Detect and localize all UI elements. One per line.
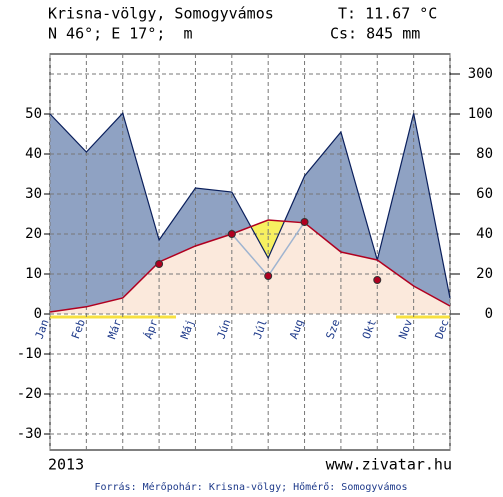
x-tick-label: Okt [360,318,379,341]
x-tick-label: Már [105,317,124,340]
y-tick-label: 20 [25,226,42,242]
y-tick-label: 40 [25,146,42,162]
annual-precipitation: Cs: 845 mm [330,25,420,43]
y-tick-label: -20 [17,386,42,402]
x-tick-label: Máj [178,318,197,341]
x-tick-label: Aug [287,318,306,341]
y-tick-label: 30 [25,186,42,202]
minimum-dot [373,276,382,284]
y2-tick-label: 20 [476,266,493,282]
mean-temperature: T: 11.67 °C [338,5,437,23]
x-tick-label: Sze [324,318,343,341]
series-line [49,112,451,299]
y2-tick-label: 60 [476,186,493,202]
x-tick-label: Feb [69,318,88,341]
minimum-dot [300,218,309,226]
humid-temperature-area [50,220,450,314]
chart-title: Krisna-völgy, Somogyvámos [48,5,274,23]
y2-tick-label: 0 [485,306,493,322]
x-tick-label: Dec [433,318,452,341]
source: Forrás: Mérőpohár: Krisna-völgy; Hőmérő:… [94,481,407,493]
year: 2013 [48,456,84,474]
y2-tick-label: 300 [468,66,493,82]
y-tick-label: -10 [17,346,42,362]
y2-tick-label: 80 [476,146,493,162]
y-tick-label: 10 [25,266,42,282]
minimum-dot [227,230,236,238]
x-tick-label: Ápr [142,317,161,340]
y-tick-label: 0 [34,306,42,322]
y2-tick-label: 100 [468,106,493,122]
series-line [49,219,451,313]
y-tick-label: 50 [25,106,42,122]
minimum-dot [264,272,273,280]
y-tick-label: -30 [17,426,42,442]
website: www.zivatar.hu [326,456,452,474]
y2-tick-label: 40 [476,226,493,242]
x-tick-label: Jan [33,318,52,341]
x-tick-label: Nov [396,317,415,340]
minimum-dot [155,260,164,268]
x-tick-label: Jún [214,318,233,341]
location: N 46°; E 17°; m [48,25,193,43]
x-tick-label: Júl [251,318,270,341]
